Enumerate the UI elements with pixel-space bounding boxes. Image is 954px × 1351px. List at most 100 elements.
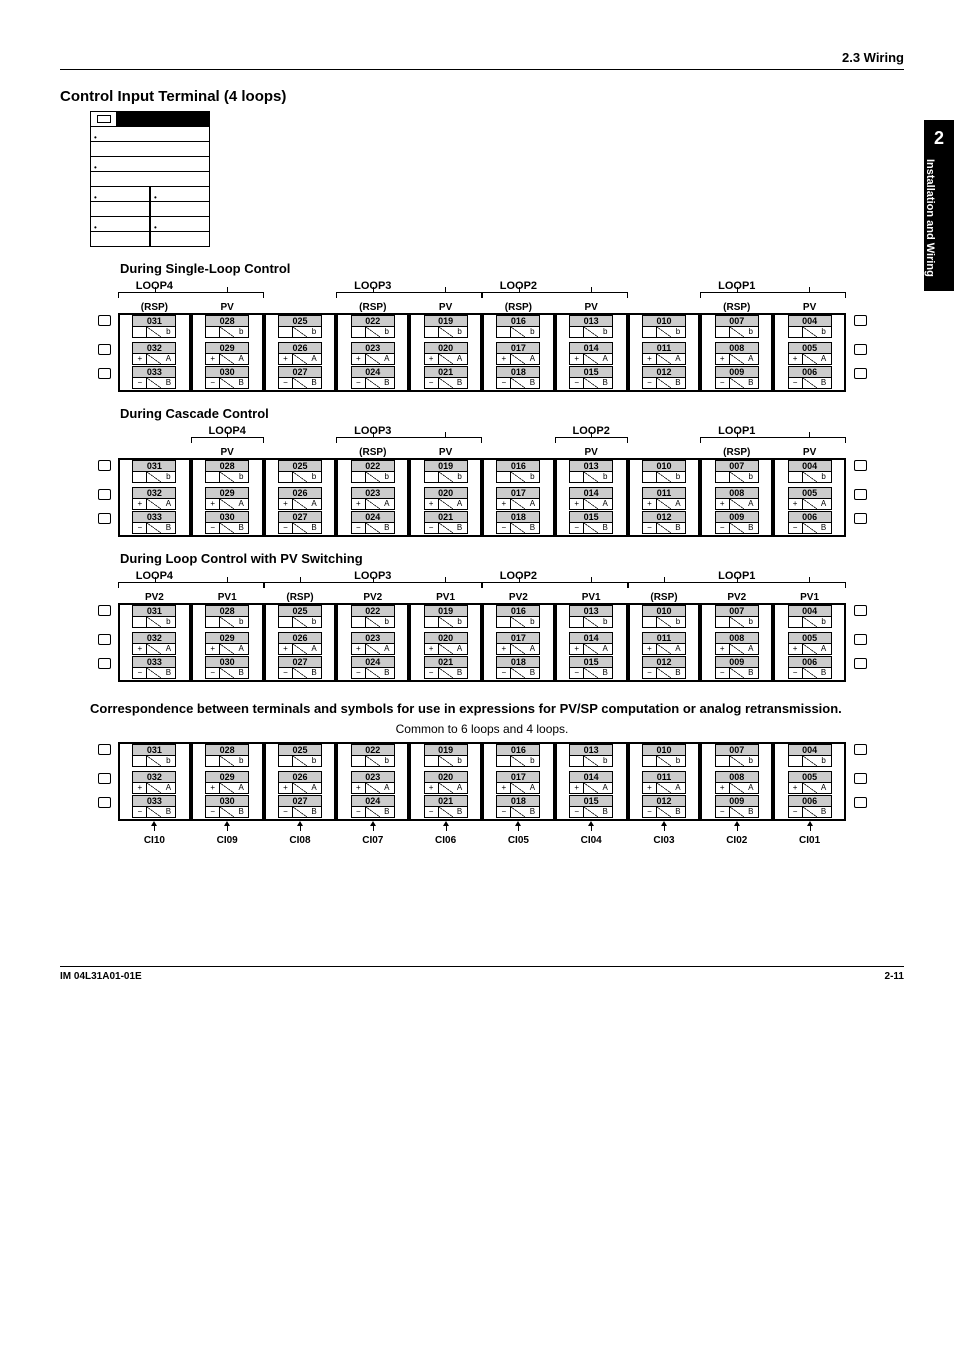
terminal: 033 −B [132,795,176,818]
terminal: 020 +A [424,342,468,365]
terminal: 018 −B [496,656,540,679]
terminal: 010 b [642,744,686,767]
terminal: 022 b [351,460,395,483]
terminal: 021 −B [424,366,468,389]
terminal: 016 b [496,315,540,338]
checkbox [854,513,867,524]
terminal: 018 −B [496,511,540,534]
terminal: 022 b [351,315,395,338]
terminal: 013 b [569,744,613,767]
terminal: 017 +A [496,487,540,510]
terminal: 027 −B [278,656,322,679]
correspondence-note: Correspondence between terminals and sym… [90,700,904,718]
checkbox [854,634,867,645]
terminal: 007 b [715,315,759,338]
ci-label: CI09 [191,831,264,846]
terminal: 010 b [642,315,686,338]
terminal: 009 −B [715,795,759,818]
terminal: 013 b [569,460,613,483]
ci-label: CI10 [118,831,191,846]
diagram-pv-switching: LOOP4LOOP3LOOP2LOOP1PV2PV1(RSP)PV2PV1PV2… [90,570,874,682]
terminal: 012 −B [642,656,686,679]
terminal: 023 +A [351,771,395,794]
terminal: 014 +A [569,487,613,510]
terminal: 026 +A [278,771,322,794]
terminal: 009 −B [715,656,759,679]
terminal: 005 +A [788,771,832,794]
terminal: 028 b [205,744,249,767]
terminal: 007 b [715,744,759,767]
terminal: 030 −B [205,656,249,679]
terminal: 009 −B [715,366,759,389]
checkbox [854,489,867,500]
terminal: 005 +A [788,342,832,365]
terminal: 024 −B [351,511,395,534]
terminal: 015 −B [569,366,613,389]
terminal: 022 b [351,744,395,767]
terminal: 024 −B [351,795,395,818]
terminal: 006 −B [788,511,832,534]
terminal: 021 −B [424,656,468,679]
ci-label: CI01 [773,831,846,846]
terminal: 028 b [205,460,249,483]
checkbox [98,460,111,471]
terminal: 016 b [496,460,540,483]
terminal: 019 b [424,315,468,338]
checkbox [854,315,867,326]
terminal: 032 +A [132,771,176,794]
diagram-correspondence: 031 b 028 b 025 b 022 b 019 b 016 b 013 … [90,742,874,846]
terminal: 017 +A [496,632,540,655]
terminal: 033 −B [132,511,176,534]
section-header: 2.3 Wiring [60,50,904,70]
terminal: 025 b [278,605,322,628]
checkbox [854,605,867,616]
terminal: 012 −B [642,795,686,818]
terminal: 005 +A [788,632,832,655]
chapter-title: Installation and Wiring [924,149,936,277]
checkbox [98,744,111,755]
terminal: 029 +A [205,632,249,655]
checkbox [98,605,111,616]
terminal: 019 b [424,605,468,628]
terminal: 012 −B [642,366,686,389]
checkbox [854,744,867,755]
checkbox [854,344,867,355]
page-number: 2-11 [885,971,904,982]
terminal: 024 −B [351,366,395,389]
common-note: Common to 6 loops and 4 loops. [60,722,904,736]
terminal: 010 b [642,605,686,628]
terminal: 027 −B [278,366,322,389]
terminal: 015 −B [569,656,613,679]
ci-label: CI07 [336,831,409,846]
terminal: 008 +A [715,632,759,655]
terminal: 011 +A [642,487,686,510]
terminal: 031 b [132,460,176,483]
terminal: 009 −B [715,511,759,534]
terminal: 032 +A [132,342,176,365]
ci-label: CI05 [482,831,555,846]
terminal: 031 b [132,315,176,338]
checkbox [98,634,111,645]
terminal: 029 +A [205,487,249,510]
terminal: 014 +A [569,632,613,655]
diagram2-heading: During Cascade Control [120,406,904,421]
terminal: 019 b [424,460,468,483]
terminal: 005 +A [788,487,832,510]
terminal: 023 +A [351,342,395,365]
terminal: 017 +A [496,342,540,365]
terminal: 010 b [642,460,686,483]
terminal: 027 −B [278,511,322,534]
page-footer: IM 04L31A01-01E 2-11 [60,966,904,982]
checkbox [98,315,111,326]
checkbox [98,513,111,524]
terminal: 008 +A [715,487,759,510]
terminal: 026 +A [278,632,322,655]
terminal: 025 b [278,744,322,767]
terminal: 023 +A [351,632,395,655]
terminal: 004 b [788,605,832,628]
terminal: 006 −B [788,366,832,389]
checkbox [854,368,867,379]
diagram3-heading: During Loop Control with PV Switching [120,551,904,566]
terminal: 033 −B [132,366,176,389]
terminal: 023 +A [351,487,395,510]
